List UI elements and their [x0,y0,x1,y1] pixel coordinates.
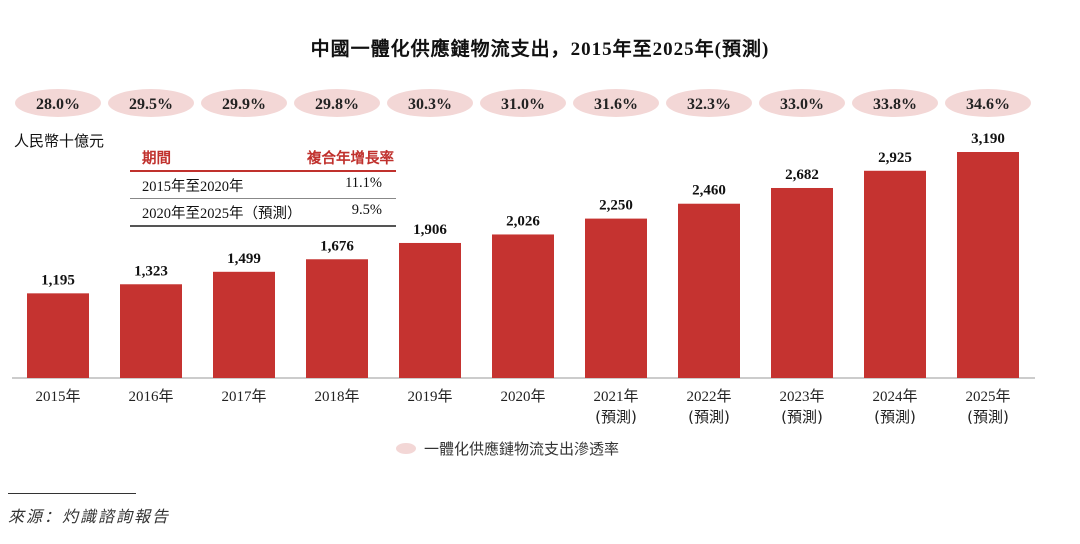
cagr-row: 2020年至2025年（預測） 9.5% [130,199,396,227]
bar [957,152,1019,378]
value-label: 2,682 [785,167,819,183]
x-tick-sublabel: (預測) [874,408,916,426]
value-label: 1,676 [320,238,354,254]
rate-label: 28.0% [36,96,80,113]
x-tick-label: 2019年 [407,388,452,405]
rate-bubble [15,89,101,117]
rate-bubble [480,89,566,117]
rate-label: 30.3% [408,96,452,113]
value-label: 1,499 [227,251,261,267]
x-tick-label: 2021年 [593,388,638,405]
rate-bubble [108,89,194,117]
cagr-table: 期間 複合年增長率 2015年至2020年 11.1% 2020年至2025年（… [130,147,396,227]
cagr-period: 2020年至2025年（預測） [142,206,302,222]
x-tick-sublabel: (預測) [781,408,823,426]
cagr-row: 2015年至2020年 11.1% [130,172,396,199]
source-divider [8,493,136,494]
rate-label: 29.8% [315,96,359,113]
rate-bubble [666,89,752,117]
bar [492,234,554,378]
legend-swatch [396,443,416,454]
rate-label: 34.6% [966,96,1010,113]
x-tick-label: 2017年 [221,388,266,405]
cagr-header-period: 期間 [142,151,171,167]
y-axis-unit: 人民幣十億元 [14,132,105,150]
x-tick-sublabel: (預測) [688,408,730,426]
rate-label: 31.6% [594,96,638,113]
rate-bubble [294,89,380,117]
rate-bubble [852,89,938,117]
bar [306,259,368,378]
x-tick-label: 2015年 [35,388,80,405]
value-label: 2,925 [878,150,912,166]
legend-label: 一體化供應鏈物流支出滲透率 [424,440,620,458]
rate-label: 33.8% [873,96,917,113]
rate-bubble [387,89,473,117]
bar [213,271,275,378]
value-label: 1,323 [134,263,168,279]
cagr-period: 2015年至2020年 [142,179,244,195]
x-tick-label: 2020年 [500,388,545,405]
cagr-value: 9.5% [351,202,382,218]
cagr-value: 11.1% [345,175,382,191]
x-tick-label: 2022年 [686,388,731,405]
value-label: 1,906 [413,222,447,238]
rate-bubble [573,89,659,117]
bar [678,203,740,378]
rate-label: 31.0% [501,96,545,113]
bar [120,284,182,378]
x-tick-label: 2024年 [872,388,917,405]
value-label: 3,190 [971,131,1005,147]
x-tick-sublabel: (預測) [595,408,637,426]
rate-label: 29.9% [222,96,266,113]
x-tick-label: 2016年 [128,388,173,405]
rate-label: 33.0% [780,96,824,113]
rate-label: 32.3% [687,96,731,113]
legend: 一體化供應鏈物流支出滲透率 [396,438,619,459]
bar [771,187,833,378]
cagr-header-rate: 複合年增長率 [307,151,394,167]
value-label: 2,026 [506,213,540,229]
source-note: 來源：灼識諮詢報告 [8,507,171,526]
rate-bubble [945,89,1031,117]
chart-title: 中國一體化供應鏈物流支出，2015年至2025年(預測) [310,39,770,60]
rate-bubble [201,89,287,117]
value-label: 1,195 [41,272,75,288]
rate-label: 29.5% [129,96,173,113]
x-tick-label: 2023年 [779,388,824,405]
cagr-header: 期間 複合年增長率 [130,147,396,172]
rate-bubble [759,89,845,117]
x-tick-sublabel: (預測) [967,408,1009,426]
x-tick-label: 2018年 [314,388,359,405]
bar [27,293,89,378]
bar [399,242,461,378]
value-label: 2,250 [599,198,633,214]
x-tick-label: 2025年 [965,388,1010,405]
bar [585,218,647,378]
value-label: 2,460 [692,183,726,199]
bar [864,170,926,378]
